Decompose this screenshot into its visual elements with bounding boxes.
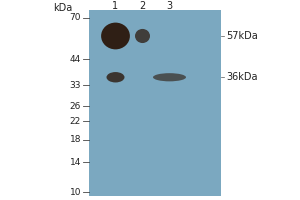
Text: 44: 44 <box>70 55 81 64</box>
Text: 14: 14 <box>70 158 81 167</box>
Text: 18: 18 <box>70 135 81 144</box>
Ellipse shape <box>153 73 186 81</box>
Ellipse shape <box>101 23 130 49</box>
Text: 36kDa: 36kDa <box>226 72 258 82</box>
Bar <box>88 10 220 196</box>
Text: 2: 2 <box>140 1 146 11</box>
Text: 10: 10 <box>70 188 81 197</box>
Text: 22: 22 <box>70 117 81 126</box>
Text: 1: 1 <box>112 1 118 11</box>
Text: 70: 70 <box>70 13 81 22</box>
Text: 57kDa: 57kDa <box>226 31 258 41</box>
Text: 26: 26 <box>70 102 81 111</box>
Text: kDa: kDa <box>53 3 73 13</box>
Text: 33: 33 <box>70 81 81 90</box>
Ellipse shape <box>135 29 150 43</box>
Text: 3: 3 <box>167 1 172 11</box>
Ellipse shape <box>106 72 124 82</box>
